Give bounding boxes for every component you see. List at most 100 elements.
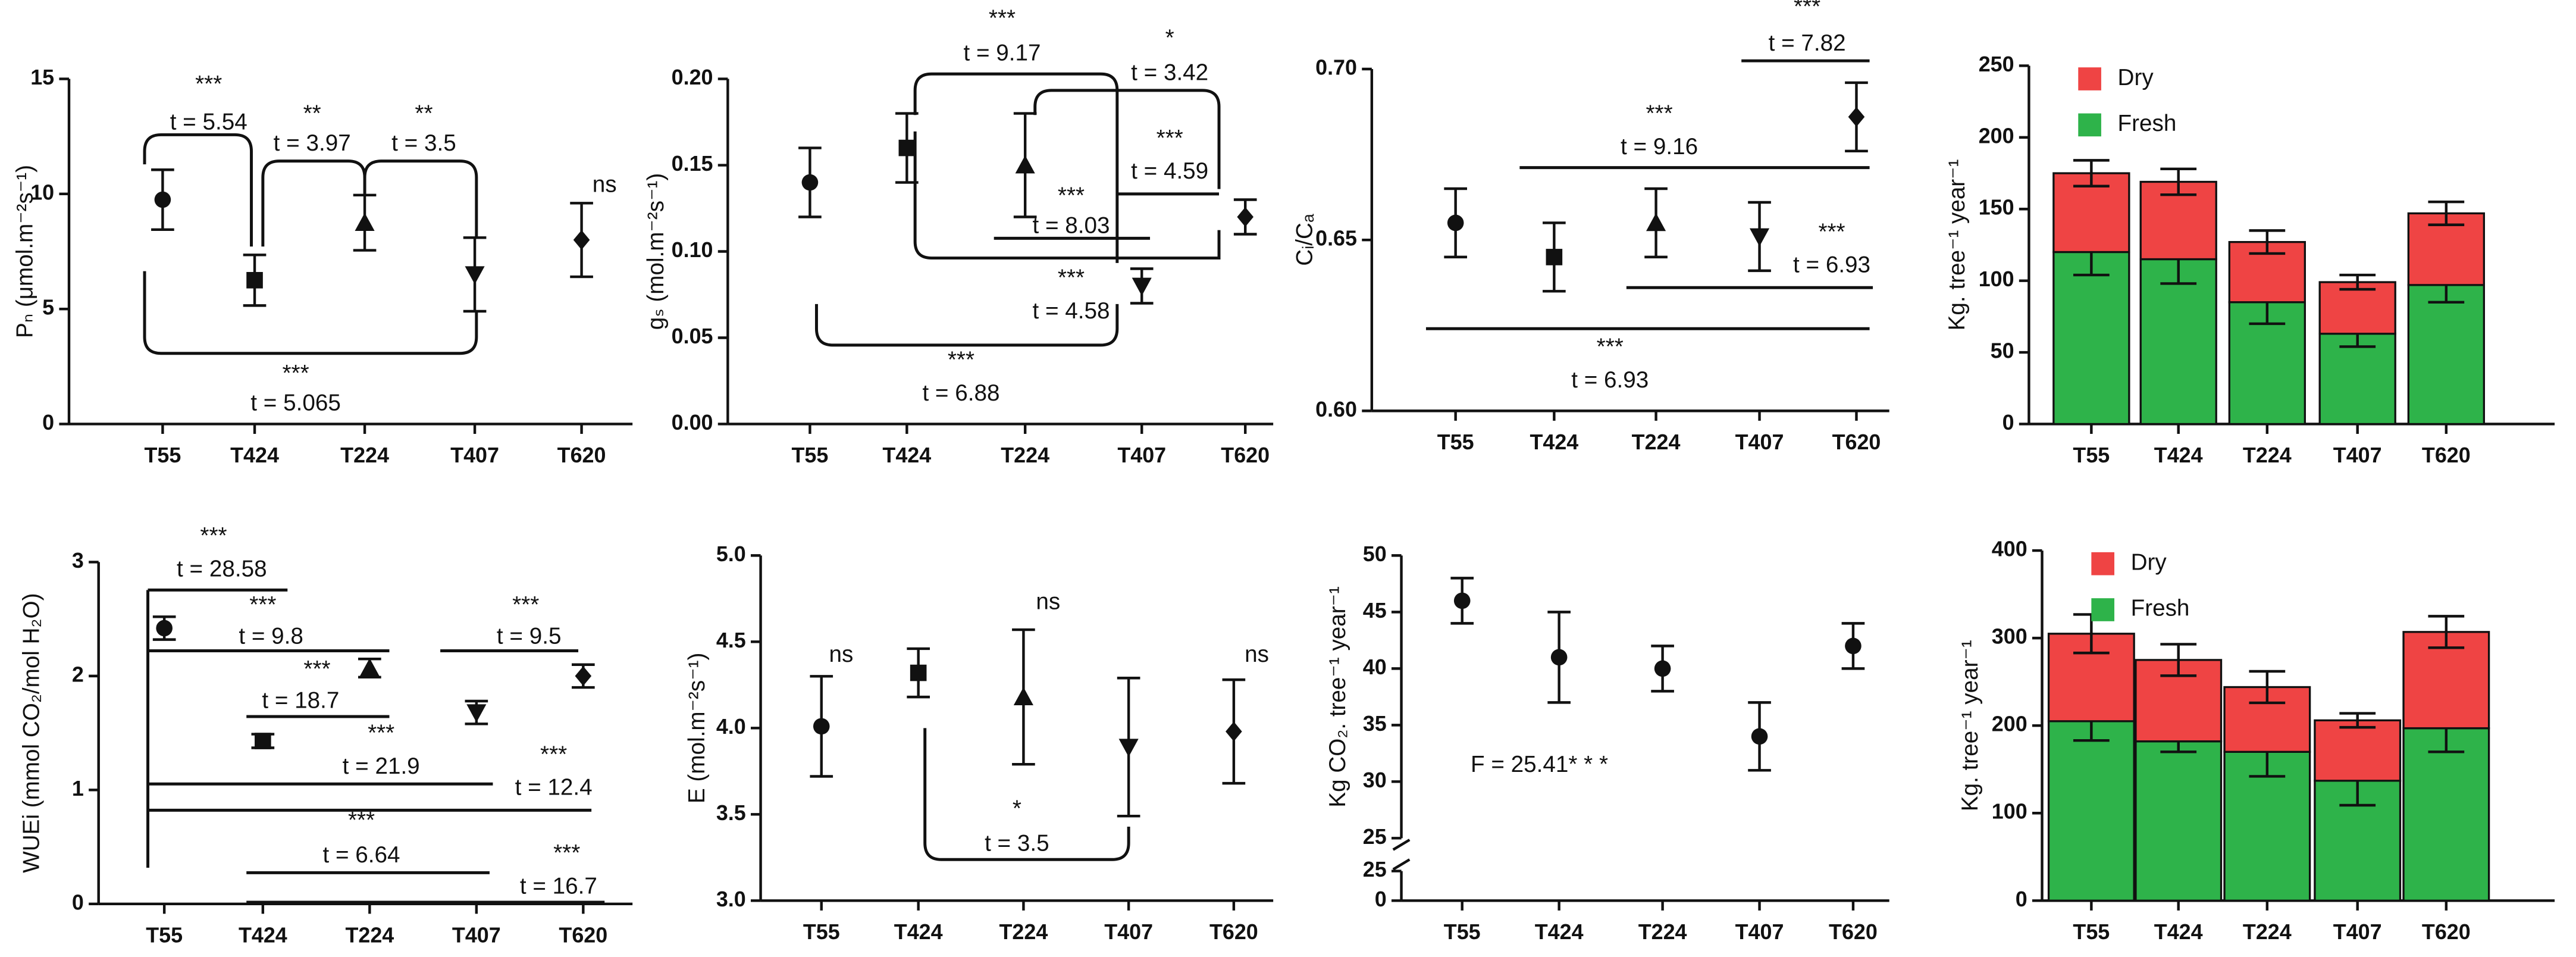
- panel: 3.0 3.5 4.0 4.5 5.0 T55 T424 T224 T407 T620 E (mol…: [684, 542, 1274, 944]
- significance-bracket: [923, 728, 1130, 861]
- x-tick-label: T224: [345, 924, 394, 947]
- significance-stars: ***: [195, 71, 222, 97]
- y-tick-label: 0.20: [672, 65, 713, 89]
- annotation-label: t = 8.03: [1032, 212, 1110, 238]
- x-tick-label: T424: [2154, 920, 2203, 944]
- y-tick-label: 0.05: [672, 324, 713, 348]
- annotation-label: t = 28.58: [177, 556, 267, 581]
- error-bar: [2339, 712, 2376, 729]
- y-axis-label: WUEi (mmol CO₂/mol H₂O): [18, 593, 44, 872]
- x-tick-label: T224: [1001, 443, 1049, 467]
- annotation-label: t = 21.9: [343, 753, 420, 779]
- y-tick-label: 2: [72, 662, 84, 686]
- significance-stars: ns: [829, 642, 853, 667]
- marker: [255, 733, 271, 749]
- significance-stars: ***: [1818, 219, 1845, 245]
- bar-segment: [2314, 719, 2402, 782]
- x-tick-label: T55: [144, 443, 181, 467]
- y-tick-label: 0.10: [672, 238, 713, 262]
- x-tick-label: T424: [1535, 920, 1584, 944]
- y-tick-label: 150: [1979, 196, 2014, 220]
- marker: [1751, 728, 1768, 745]
- significance-stars: **: [303, 101, 321, 127]
- y-tick-label: 50: [1991, 339, 2014, 363]
- panel: 0 50 100 150 200 250 T55 T424 T224 T407 T620 Kg. tr…: [1944, 52, 2555, 467]
- y-tick-label: 5.0: [716, 542, 746, 566]
- panel: 0.60 0.65 0.70 T55 T424 T224 T407 T620 Cᵢ/Cₐ *** t…: [1292, 0, 1889, 454]
- x-tick-label: T620: [1829, 920, 1878, 944]
- error-bar: [2249, 229, 2286, 255]
- x-tick-label: T224: [1632, 430, 1681, 454]
- annotation-label: t = 5.065: [250, 390, 341, 416]
- x-tick-label: T620: [2422, 920, 2471, 944]
- y-tick-label: 4.5: [716, 628, 746, 652]
- annotation-label: t = 6.93: [1793, 252, 1870, 278]
- annotation-label: t = 6.93: [1571, 367, 1649, 393]
- y-axis-label: Cᵢ/Cₐ: [1292, 214, 1318, 266]
- y-tick-label: 1: [72, 777, 84, 800]
- x-tick-label: T55: [792, 443, 829, 467]
- x-tick-label: T424: [1530, 430, 1578, 454]
- marker: [1848, 107, 1865, 127]
- axis-break: [1392, 839, 1411, 871]
- significance-stars: ns: [1036, 589, 1060, 615]
- significance-bracket: [913, 131, 1221, 260]
- annotation-label: t = 6.88: [922, 380, 999, 406]
- x-tick-label: T55: [1437, 430, 1474, 454]
- marker: [898, 139, 916, 157]
- significance-stars: ***: [249, 592, 276, 618]
- annotation-label: t = 3.5: [391, 130, 456, 156]
- x-tick-label: T224: [340, 443, 389, 467]
- y-tick-label: 0: [2016, 887, 2027, 911]
- y-tick-label: 10: [30, 180, 54, 204]
- x-tick-label: T407: [2333, 920, 2382, 944]
- bar-segment: [2139, 258, 2217, 426]
- marker: [1546, 249, 1563, 265]
- x-tick-label: T55: [2073, 443, 2110, 467]
- legend-swatch: [2091, 598, 2115, 621]
- legend-swatch: [2091, 552, 2115, 576]
- y-axis-label: Kg. tree⁻¹ year⁻¹: [1957, 640, 1983, 811]
- significance-stars: ***: [348, 808, 375, 833]
- annotation-label: t = 3.97: [274, 130, 351, 156]
- significance-bracket: [814, 304, 1119, 347]
- x-tick-label: T224: [2243, 920, 2292, 944]
- significance-stars: ***: [948, 348, 974, 373]
- y-tick-label: 0: [42, 411, 54, 434]
- significance-stars: ***: [1597, 334, 1624, 360]
- error-bar: [2160, 167, 2197, 196]
- marker: [573, 230, 590, 250]
- significance-stars: ***: [200, 523, 227, 549]
- marker: [355, 212, 375, 231]
- significance-stars: ***: [1646, 101, 1673, 127]
- legend-swatch: [2078, 113, 2101, 137]
- legend-label: Fresh: [2131, 596, 2190, 621]
- marker: [1453, 592, 1471, 609]
- y-axis-label: E (mol.m⁻²s⁻¹): [684, 653, 710, 803]
- x-tick-label: T424: [894, 920, 943, 944]
- y-tick-label: 250: [1979, 52, 2014, 76]
- x-tick-label: T620: [1209, 920, 1258, 944]
- legend-label: Dry: [2131, 549, 2167, 575]
- significance-stars: ***: [989, 5, 1016, 31]
- y-tick-label: 15: [30, 65, 54, 89]
- x-tick-label: T424: [882, 443, 931, 467]
- x-tick-label: T620: [2422, 443, 2471, 467]
- y-tick-label: 25: [1363, 858, 1387, 881]
- marker: [1447, 214, 1464, 232]
- y-axis-label: Kg. tree⁻¹ year⁻¹: [1944, 159, 1970, 330]
- significance-bracket: [913, 72, 1119, 263]
- error-bar: [2339, 273, 2376, 291]
- bar-segment: [2047, 720, 2135, 902]
- y-tick-label: 0.65: [1315, 227, 1357, 251]
- bar-segment: [2318, 333, 2396, 426]
- y-tick-label: 0: [72, 890, 84, 914]
- y-tick-label: 45: [1363, 599, 1387, 623]
- y-tick-label: 3.0: [716, 887, 746, 911]
- annotation-label: t = 9.5: [497, 624, 562, 649]
- marker: [1654, 660, 1671, 677]
- legend-label: Dry: [2118, 65, 2154, 90]
- marker: [910, 664, 927, 681]
- bar-segment: [2407, 284, 2486, 426]
